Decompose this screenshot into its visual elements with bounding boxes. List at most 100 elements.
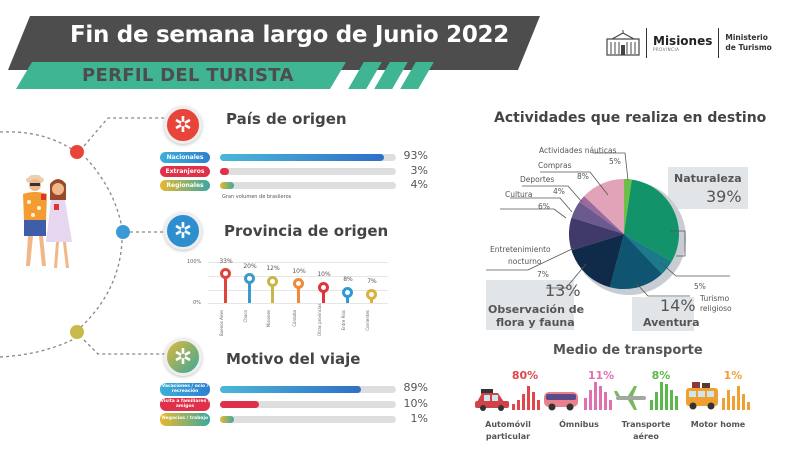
lollipop-stick — [248, 280, 251, 303]
compras-label: Compras — [538, 161, 572, 170]
naturaleza-value: 39% — [706, 187, 742, 206]
lollipop-head — [318, 282, 329, 293]
lollipop-value: 33% — [219, 258, 233, 265]
motorhome-icon — [686, 382, 718, 410]
provincia-section-title: Provincia de origen — [224, 222, 389, 240]
gridline — [208, 303, 388, 304]
transport-label-line: Automóvil — [485, 420, 531, 429]
pais-value-extranjeros: 3% — [410, 164, 428, 177]
naturaleza-label-box — [668, 167, 748, 209]
motivo-track-visita — [220, 401, 396, 408]
lollipop-stick — [224, 276, 227, 303]
transport-label-line: Ómnibus — [559, 420, 599, 429]
motivo-track-vacaciones — [220, 386, 396, 393]
entretenimiento-label-2: nocturno — [508, 257, 542, 266]
pie-slice-entretenimiento — [568, 217, 624, 251]
transport-label-air: Transporte aéreo — [616, 419, 676, 443]
page-subtitle: PERFIL DEL TURISTA — [82, 65, 294, 86]
actividades-title: Actividades que realiza en destino — [494, 110, 767, 126]
naturaleza-label: Naturaleza — [674, 172, 742, 185]
lollipop-value: 10% — [292, 268, 306, 275]
car-icon — [475, 389, 509, 411]
pais-section-title: País de origen — [226, 110, 347, 128]
red-node-dot — [70, 145, 84, 159]
lollipop-category: Otras provincias — [317, 303, 322, 336]
lollipop-head — [220, 268, 231, 279]
provincia-section-icon: ✲ — [164, 212, 202, 250]
pie-slice-aventura — [609, 234, 662, 290]
mini-bars-air — [650, 382, 678, 410]
header-banner — [8, 16, 540, 70]
pais-bar-extranjeros — [220, 168, 229, 175]
pais-track-regionales — [220, 182, 396, 189]
transport-label-auto: Automóvil particular — [478, 419, 538, 443]
lollipop-head — [366, 289, 377, 300]
deportes-value: 4% — [553, 187, 565, 196]
gear-icon: ✲ — [173, 112, 193, 138]
mini-bars-auto — [512, 382, 540, 410]
lollipop-value: 8% — [343, 276, 353, 283]
flora-label-1: Observación de — [488, 303, 585, 316]
pais-value-regionales: 4% — [410, 178, 428, 191]
transport-label-line: aéreo — [633, 432, 659, 441]
lollipop-category: Córdoba — [292, 310, 297, 327]
nauticas-label: Actividades náuticas — [539, 146, 617, 155]
transport-value-bus: 11% — [587, 369, 615, 382]
misiones-logo: Misiones PROVINCIA Ministerio de Turismo — [606, 28, 772, 58]
lollipop-value: 12% — [266, 265, 280, 272]
provincia-axis-bottom: 0% — [193, 300, 201, 306]
pais-track-extranjeros — [220, 168, 396, 175]
motivo-section-icon: ✲ — [164, 338, 202, 376]
motivo-value-vacaciones: 89% — [403, 381, 428, 394]
lollipop-stick — [271, 283, 274, 303]
gear-icon: ✲ — [173, 344, 193, 370]
aventura-value: 14% — [660, 296, 696, 315]
transport-label-line: particular — [485, 432, 531, 441]
yellow-node-dot — [70, 325, 84, 339]
logo-province: PROVINCIA — [653, 46, 680, 52]
motivo-bar-visita — [220, 401, 259, 408]
page-title: Fin de semana largo de Junio 2022 — [70, 22, 509, 48]
transport-label-line: Motor home — [690, 420, 746, 429]
pie-slice-cultura — [571, 201, 624, 234]
transport-label-bus: Ómnibus — [549, 419, 609, 431]
lollipop-category: Chaco — [243, 310, 248, 323]
religioso-label-1: Turismo — [700, 294, 730, 303]
aventura-label: Aventura — [643, 316, 700, 329]
lollipop-stick — [297, 285, 300, 303]
airplane-icon — [614, 386, 646, 410]
lollipop-head — [244, 273, 255, 284]
nauticas-value: 5% — [609, 157, 621, 166]
transport-label-motorhome: Motor home — [688, 419, 748, 431]
transporte-title: Medio de transporte — [553, 343, 703, 358]
lollipop-stick — [346, 294, 349, 303]
entretenimiento-value: 7% — [537, 270, 549, 279]
government-building-icon — [606, 30, 640, 56]
lollipop-category: Entre Ríos — [341, 310, 346, 331]
lollipop-value: 20% — [243, 263, 257, 270]
provincia-axis-top: 100% — [187, 259, 202, 265]
mini-bars-motorhome — [722, 382, 750, 410]
religioso-label-2: religioso — [700, 304, 732, 313]
lollipop-category: Buenos Aires — [219, 309, 224, 336]
pie-slice-flora-fauna — [571, 234, 624, 288]
lollipop-value: 10% — [317, 271, 331, 278]
pie-slice-compras — [584, 178, 624, 234]
pie-slice-deportes — [579, 196, 624, 234]
logo-divider — [646, 28, 647, 58]
cultura-label: Cultura — [505, 190, 533, 199]
gear-icon: ✲ — [173, 218, 193, 244]
actividades-pie-chart — [486, 152, 730, 297]
motivo-section-title: Motivo del viaje — [226, 350, 361, 368]
lollipop-category: Misiones — [266, 310, 271, 328]
pais-note: Gran volumen de brasileros — [222, 194, 292, 200]
logo-divider — [718, 28, 720, 58]
deportes-label: Deportes — [520, 175, 555, 184]
lollipop-category: Corrientes — [365, 310, 370, 331]
gridline — [208, 262, 388, 263]
motivo-pill-vacaciones: Vacaciones / ocio / recreación — [160, 383, 210, 396]
motivo-bar-vacaciones — [220, 386, 361, 393]
motivo-pill-visita: Visita a familiares / amigos — [160, 398, 210, 411]
transport-value-air: 8% — [651, 369, 671, 382]
pie-slice-naturaleza — [624, 179, 679, 262]
